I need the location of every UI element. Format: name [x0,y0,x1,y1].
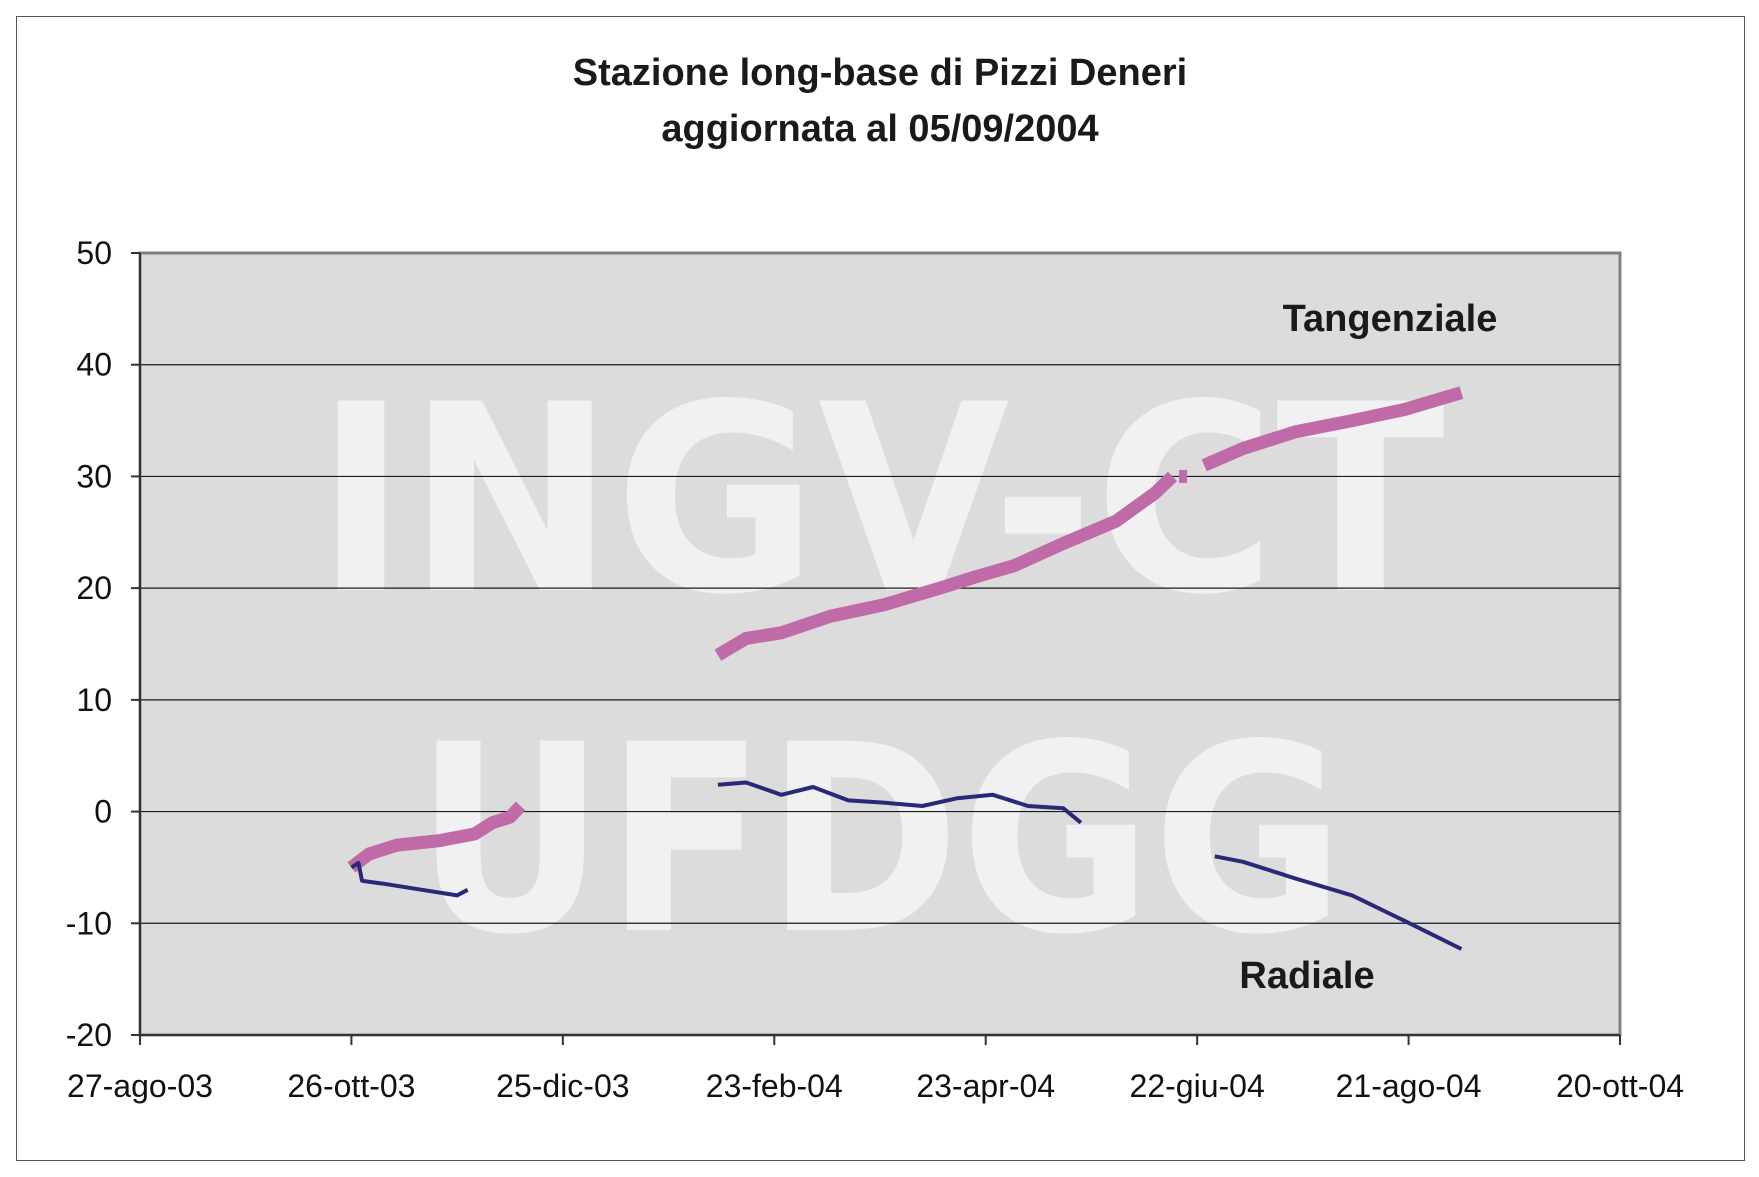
y-tick-label: 50 [76,235,112,271]
watermark-line-2: UFDGG [415,690,1345,992]
chart-subtitle: aggiornata al 05/09/2004 [661,108,1098,150]
series-label-tangenziale: Tangenziale [1283,298,1498,340]
series-line-segment [1214,854,1463,951]
series-point [1179,469,1188,483]
y-tick-label: -10 [66,905,112,941]
series-line-segment [714,471,1177,661]
x-tick-label: 21-ago-04 [1336,1068,1482,1104]
x-tick-label: 23-apr-04 [916,1068,1055,1104]
x-tick-label: 23-feb-04 [706,1068,843,1104]
y-tick-label: 10 [76,682,112,718]
x-axis-ticks: 27-ago-03 26-ott-03 25-dic-03 23-feb-04 23-a… [67,1035,1684,1104]
chart-title: Stazione long-base di Pizzi Deneri [573,52,1187,94]
y-tick-label: -20 [66,1017,112,1053]
x-tick-label: 20-ott-04 [1556,1068,1684,1104]
series-layer [347,386,1464,951]
y-tick-label: 20 [76,570,112,606]
y-axis-ticks: -20 -10 0 10 20 30 40 50 [66,235,140,1053]
x-tick-label: 22-giu-04 [1130,1068,1265,1104]
series-tangenziale [347,386,1464,873]
series-line-segment [347,801,526,873]
axes [139,253,1620,1036]
gridlines [140,364,1620,924]
x-tick-label: 25-dic-03 [496,1068,629,1104]
watermark: INGV-CT UFDGG [315,350,1446,992]
x-tick-label: 26-ott-03 [287,1068,415,1104]
series-label-radiale: Radiale [1239,955,1374,997]
series-line-segment [1201,386,1464,472]
y-tick-label: 0 [94,794,112,830]
x-tick-label: 27-ago-03 [67,1068,213,1104]
series-line-segment [350,861,469,898]
y-tick-label: 30 [76,458,112,494]
y-tick-label: 40 [76,347,112,383]
series-radiale [350,780,1463,951]
series-line-segment [717,780,1083,825]
